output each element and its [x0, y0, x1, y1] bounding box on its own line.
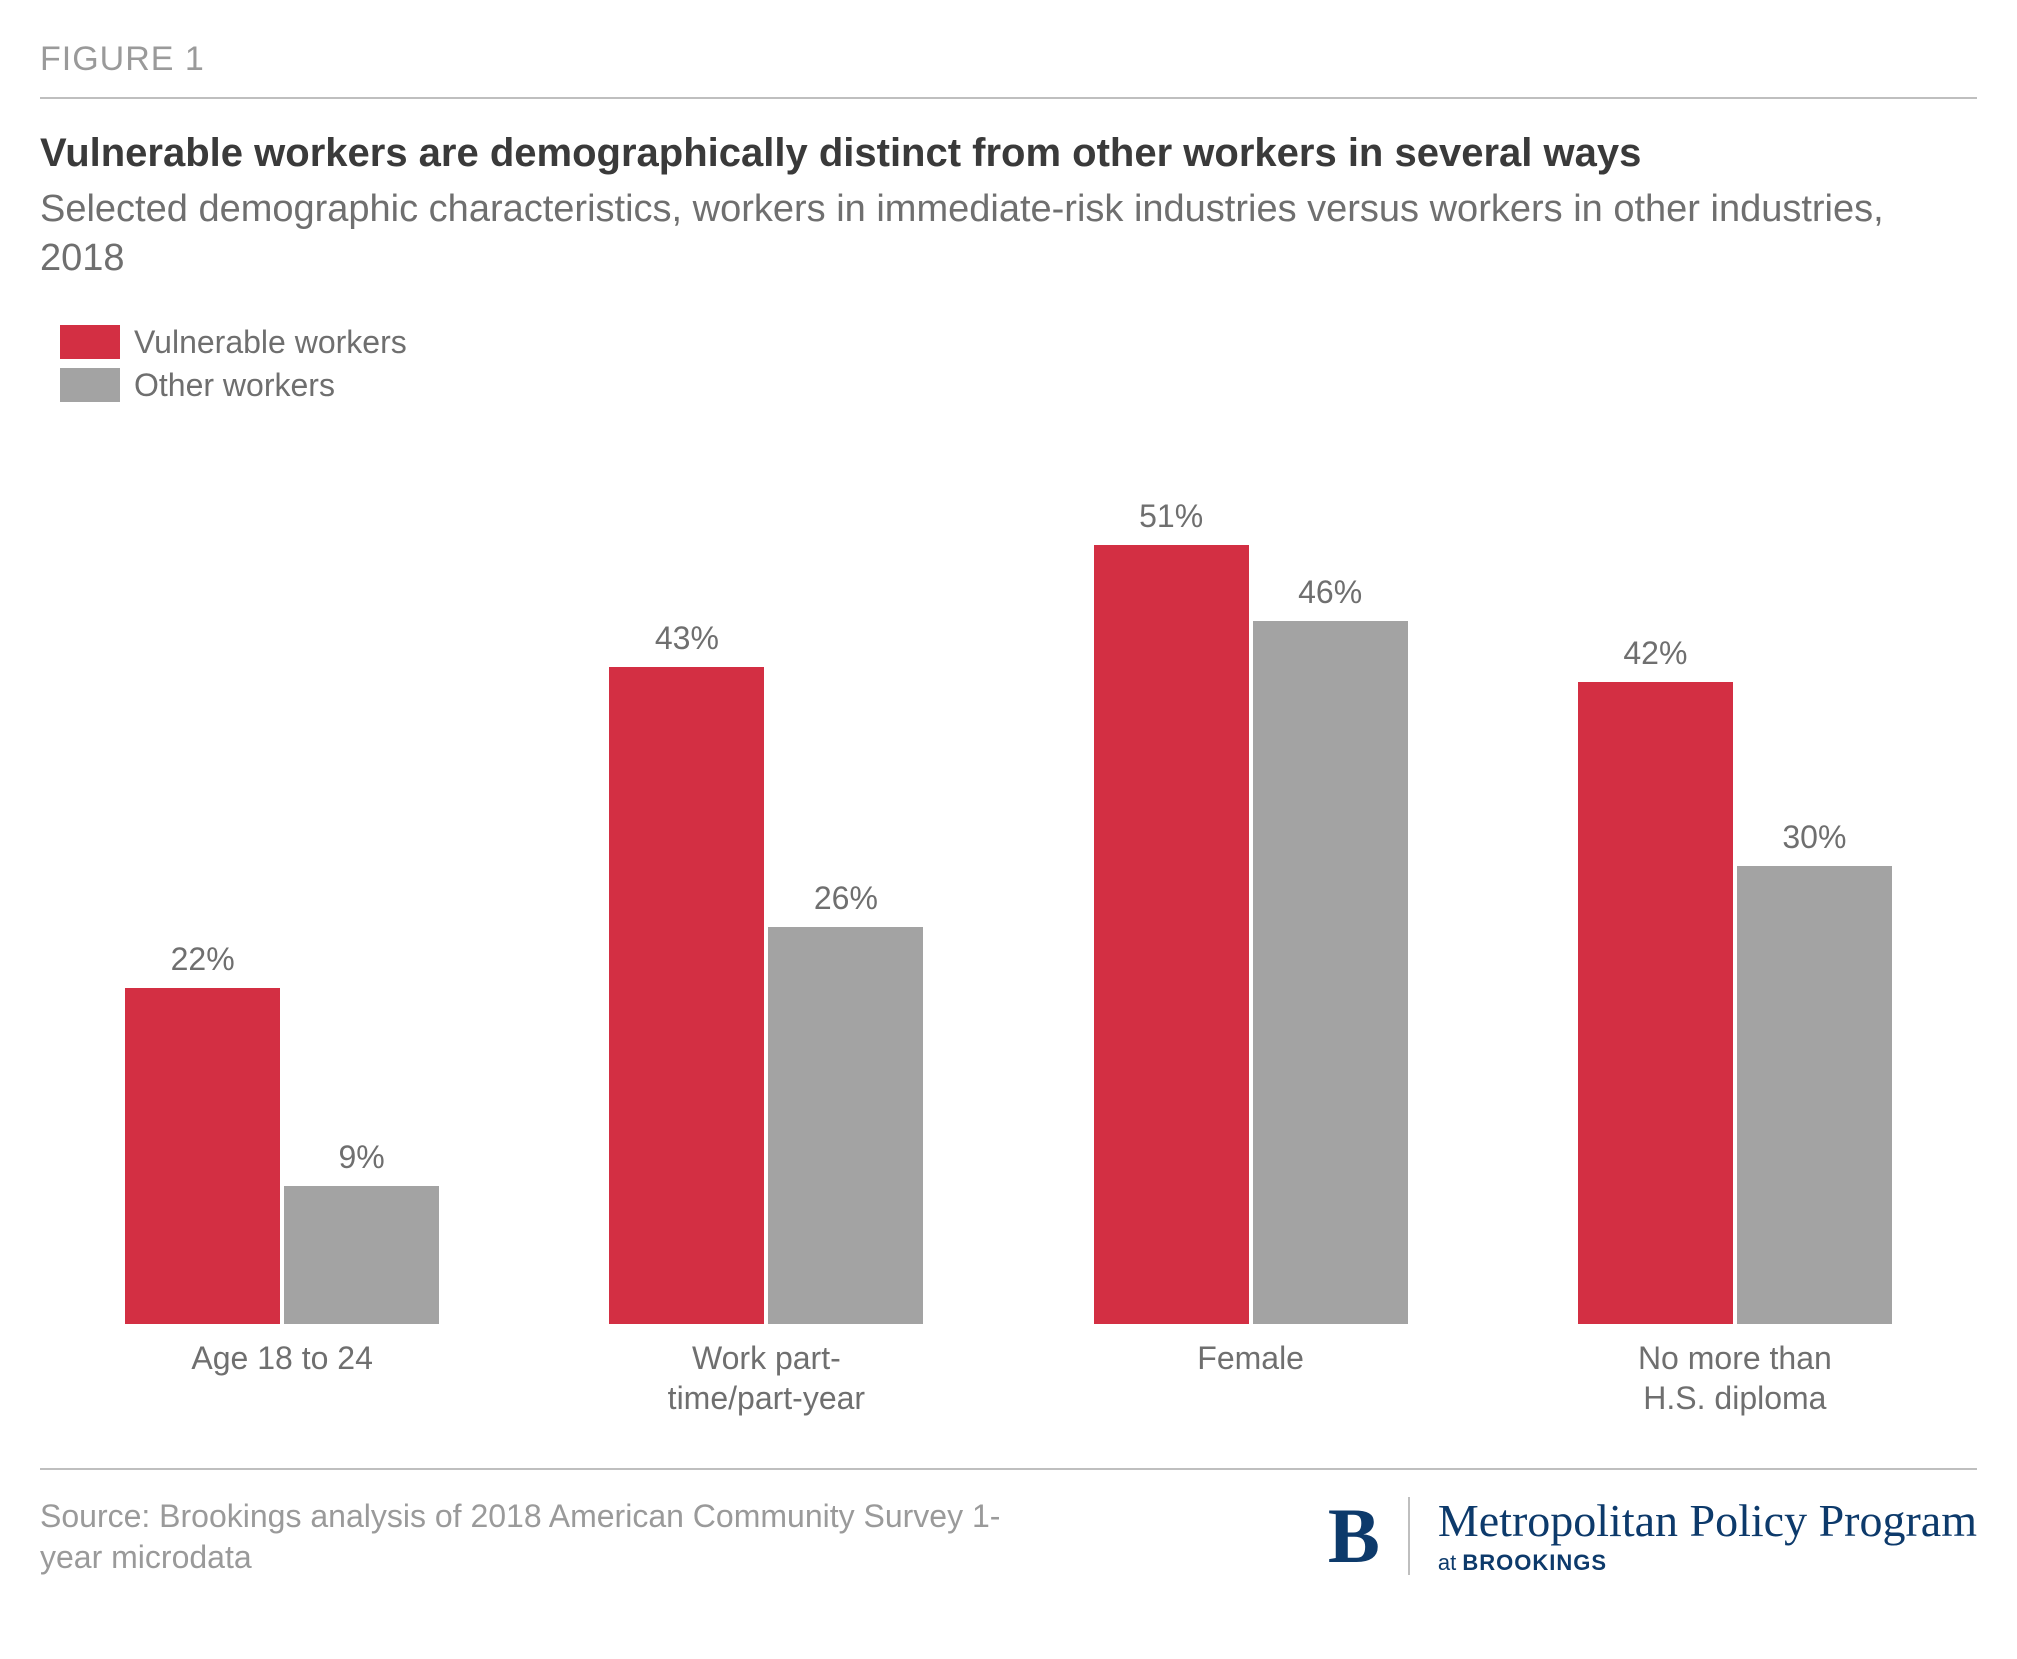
bar-wrap: 51%	[1094, 424, 1249, 1324]
bar	[1737, 866, 1892, 1324]
bar	[1253, 621, 1408, 1324]
bar-group: 51% 46%	[1092, 424, 1410, 1324]
legend-item: Other workers	[60, 367, 1977, 404]
bar-value-label: 46%	[1298, 574, 1362, 611]
x-axis-label: Work part-time/part-year	[606, 1338, 926, 1418]
bar-value-label: 42%	[1623, 635, 1687, 672]
figure-label: FIGURE 1	[40, 40, 1977, 99]
bar-wrap: 43%	[609, 424, 764, 1324]
x-axis-labels: Age 18 to 24 Work part-time/part-year Fema…	[40, 1338, 1977, 1418]
brand-mark: B	[1328, 1497, 1410, 1575]
bar-value-label: 30%	[1782, 819, 1846, 856]
bar-value-label: 9%	[339, 1139, 385, 1176]
bar-wrap: 42%	[1578, 424, 1733, 1324]
chart-title: Vulnerable workers are demographically d…	[40, 129, 1977, 177]
brand-line1: Metropolitan Policy Program	[1438, 1496, 1977, 1547]
legend-label: Vulnerable workers	[134, 324, 407, 361]
x-axis-label: Female	[1091, 1338, 1411, 1418]
legend-item: Vulnerable workers	[60, 324, 1977, 361]
legend: Vulnerable workers Other workers	[60, 324, 1977, 404]
bar-wrap: 30%	[1737, 424, 1892, 1324]
bar	[768, 927, 923, 1324]
bar-wrap: 22%	[125, 424, 280, 1324]
bar-wrap: 26%	[768, 424, 923, 1324]
bar-group: 43% 26%	[607, 424, 925, 1324]
bar-value-label: 51%	[1139, 498, 1203, 535]
legend-swatch	[60, 325, 120, 359]
bar	[284, 1186, 439, 1323]
bar-value-label: 22%	[171, 941, 235, 978]
source-text: Source: Brookings analysis of 2018 Ameri…	[40, 1496, 1040, 1579]
plot-area: 22% 9% 43% 26% 51% 46% 42% 30%	[40, 424, 1977, 1324]
legend-swatch	[60, 368, 120, 402]
bar	[609, 667, 764, 1324]
bar-value-label: 26%	[814, 880, 878, 917]
bar-wrap: 46%	[1253, 424, 1408, 1324]
brand-line2: at BROOKINGS	[1438, 1550, 1977, 1576]
bar	[1578, 682, 1733, 1323]
bar-group: 22% 9%	[123, 424, 441, 1324]
bar-value-label: 43%	[655, 620, 719, 657]
brand-logo: B Metropolitan Policy Program at BROOKIN…	[1328, 1496, 1977, 1577]
bar-group: 42% 30%	[1576, 424, 1894, 1324]
x-axis-label: No more thanH.S. diploma	[1575, 1338, 1895, 1418]
chart-subtitle: Selected demographic characteristics, wo…	[40, 185, 1977, 284]
bar-wrap: 9%	[284, 424, 439, 1324]
legend-label: Other workers	[134, 367, 335, 404]
figure-container: FIGURE 1 Vulnerable workers are demograp…	[40, 40, 1977, 1579]
footer-rule: Source: Brookings analysis of 2018 Ameri…	[40, 1468, 1977, 1579]
bar	[1094, 545, 1249, 1324]
x-axis-label: Age 18 to 24	[122, 1338, 442, 1418]
bar	[125, 988, 280, 1324]
